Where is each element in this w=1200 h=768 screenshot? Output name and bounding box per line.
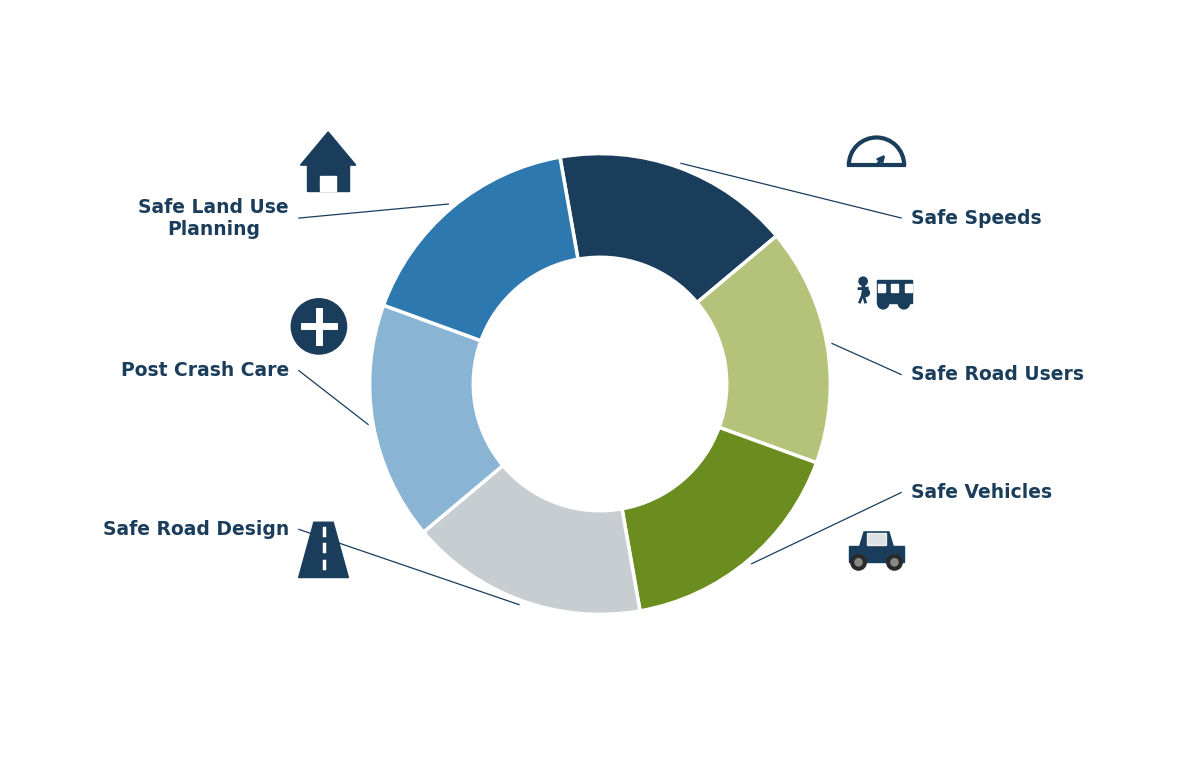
Text: Post Crash Care: Post Crash Care xyxy=(121,361,289,379)
Polygon shape xyxy=(860,532,893,546)
Bar xyxy=(307,165,349,191)
Bar xyxy=(877,284,884,292)
Bar xyxy=(892,284,899,292)
Text: Safe Land Use
Planning: Safe Land Use Planning xyxy=(138,197,289,239)
Polygon shape xyxy=(299,522,348,578)
Text: Safe Speeds: Safe Speeds xyxy=(911,209,1042,227)
Wedge shape xyxy=(622,427,816,611)
Wedge shape xyxy=(560,154,776,303)
Polygon shape xyxy=(848,546,904,562)
Circle shape xyxy=(859,277,868,286)
Bar xyxy=(320,176,336,191)
Circle shape xyxy=(854,559,862,566)
Text: Safe Vehicles: Safe Vehicles xyxy=(911,483,1052,502)
Text: Safe Road Users: Safe Road Users xyxy=(911,366,1084,384)
Circle shape xyxy=(863,290,870,296)
Circle shape xyxy=(890,559,898,566)
Bar xyxy=(905,284,912,292)
Circle shape xyxy=(887,554,902,570)
Wedge shape xyxy=(384,157,578,341)
Wedge shape xyxy=(370,305,503,532)
Wedge shape xyxy=(424,465,640,614)
Wedge shape xyxy=(697,236,830,463)
Polygon shape xyxy=(300,132,355,165)
Circle shape xyxy=(877,298,889,309)
Text: Safe Road Design: Safe Road Design xyxy=(103,520,289,538)
Circle shape xyxy=(851,554,866,570)
Circle shape xyxy=(899,298,910,309)
Polygon shape xyxy=(866,533,886,545)
Bar xyxy=(877,280,912,303)
Circle shape xyxy=(292,299,347,354)
